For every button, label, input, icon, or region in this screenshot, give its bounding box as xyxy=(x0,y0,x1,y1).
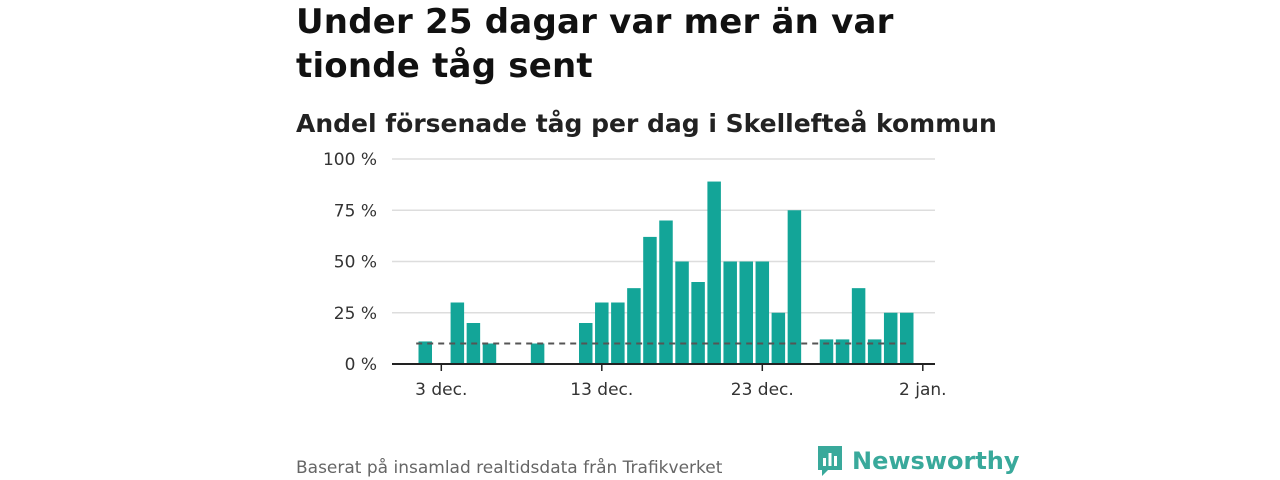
bar xyxy=(418,341,432,364)
bar xyxy=(867,339,882,364)
bar xyxy=(787,210,802,364)
x-tick-label: 3 dec. xyxy=(415,380,467,400)
brand-name: Newsworthy xyxy=(852,447,1020,475)
bar xyxy=(482,343,497,364)
bar xyxy=(835,339,850,364)
y-tick-label: 75 % xyxy=(334,201,377,221)
bar xyxy=(595,302,609,364)
bar-chart: 0 % 25 % 50 % 75 % 100 % 3 dec. 13 dec. 23 dec… xyxy=(323,150,947,400)
y-tick-label: 100 % xyxy=(323,150,377,170)
y-tick-label: 50 % xyxy=(334,253,377,273)
bar xyxy=(739,261,753,364)
source-note: Baserat på insamlad realtidsdata från Tr… xyxy=(296,458,723,478)
bar xyxy=(675,261,689,364)
x-tick-label: 23 dec. xyxy=(731,380,794,400)
y-axis-ticks: 0 % 25 % 50 % 75 % 100 % xyxy=(323,150,377,375)
bar xyxy=(707,181,721,364)
x-axis-ticks: 3 dec. 13 dec. 23 dec. 2 jan. xyxy=(415,364,947,400)
brand-logo: Newsworthy xyxy=(816,444,1020,478)
y-tick-label: 0 % xyxy=(345,355,377,375)
bar xyxy=(450,302,465,364)
bar xyxy=(851,288,866,364)
bar xyxy=(755,261,770,364)
newsworthy-logo-icon xyxy=(818,446,842,476)
bar xyxy=(643,236,657,364)
bar xyxy=(819,339,834,364)
grid-lines xyxy=(392,158,935,314)
bar xyxy=(691,282,705,364)
chart-subtitle: Andel försenade tåg per dag i Skellefteå… xyxy=(296,109,997,138)
bar xyxy=(627,288,641,364)
bar xyxy=(883,312,898,364)
bar xyxy=(900,312,914,364)
bar xyxy=(611,302,625,364)
bar xyxy=(659,220,673,364)
x-tick-label: 13 dec. xyxy=(570,380,633,400)
bar xyxy=(771,312,786,364)
x-tick-label: 2 jan. xyxy=(899,380,947,400)
bar xyxy=(723,261,737,364)
bar xyxy=(530,343,545,364)
y-tick-label: 25 % xyxy=(334,304,377,324)
chart-headline: Under 25 dagar var mer än var tionde tåg… xyxy=(296,2,894,86)
bars xyxy=(418,181,914,364)
